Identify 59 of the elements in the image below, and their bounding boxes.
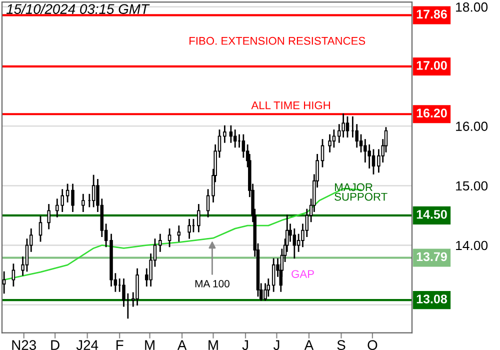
- candlestick: [272, 258, 276, 292]
- ref-line-label: 14.50: [416, 210, 447, 219]
- annotation: MAJOR SUPPORT: [334, 183, 388, 201]
- annotation: FIBO. EXTENSION RESISTANCES: [190, 36, 366, 45]
- candlestick: [197, 204, 200, 232]
- x-tick-label: A: [177, 340, 187, 350]
- candlestick: [320, 139, 324, 168]
- y-tick-label: 14.00: [456, 240, 488, 250]
- ref-line-label: 16.20: [416, 108, 447, 118]
- candlestick: [92, 174, 96, 208]
- candlestick: [82, 194, 85, 212]
- candlestick: [66, 184, 70, 202]
- candlestick: [266, 278, 270, 297]
- candlestick: [242, 134, 246, 158]
- x-tick-label: J: [242, 340, 248, 350]
- x-tick-label: N23: [12, 340, 36, 350]
- candlestick: [292, 228, 296, 258]
- x-tick-label: J24: [76, 340, 98, 350]
- candlestick: [223, 125, 226, 143]
- x-tick-label: F: [116, 340, 124, 350]
- candlestick: [296, 234, 300, 252]
- x-tick-label: S: [337, 340, 346, 350]
- x-tick-label: D: [51, 340, 60, 350]
- annotation: MA 100: [195, 280, 230, 288]
- candlestick: [158, 234, 162, 252]
- ref-line-label: 17.00: [416, 60, 447, 70]
- candlestick: [229, 125, 233, 143]
- candlestick: [372, 149, 376, 174]
- x-tick-label: A: [304, 340, 314, 350]
- candlestick: [136, 268, 139, 306]
- candlestick: [328, 134, 332, 152]
- x-tick-label: O: [368, 340, 378, 350]
- y-tick-label: 18.00: [456, 2, 488, 12]
- x-tick-label: M: [208, 340, 218, 350]
- candlestick: [359, 134, 363, 152]
- candlestick: [25, 238, 29, 272]
- candlestick: [233, 130, 237, 148]
- candlestick: [305, 208, 309, 237]
- annotation: ALL TIME HIGH: [251, 101, 330, 110]
- candlestick: [206, 189, 210, 218]
- ref-line-label: 13.79: [416, 252, 447, 262]
- y-tick-label: 16.00: [456, 122, 488, 131]
- ref-line-label: 17.86: [416, 10, 447, 19]
- candlestick: [346, 116, 350, 138]
- ref-line-label: 13.08: [416, 294, 447, 304]
- annotation: 15/10/2024 03:15 GMT: [6, 4, 150, 14]
- candlestick: [332, 130, 336, 148]
- candlestick: [12, 264, 16, 286]
- candlestick: [168, 228, 172, 248]
- candlestick: [47, 204, 50, 230]
- candlestick: [177, 225, 181, 242]
- annotation: GAP: [292, 270, 314, 278]
- y-tick-label: 15.00: [456, 181, 488, 191]
- candlestick: [71, 184, 74, 212]
- candlestick: [188, 218, 191, 239]
- candlestick: [2, 271, 6, 294]
- x-tick-label: M: [145, 340, 154, 350]
- x-tick-label: J: [273, 340, 280, 350]
- candlestick: [38, 216, 42, 242]
